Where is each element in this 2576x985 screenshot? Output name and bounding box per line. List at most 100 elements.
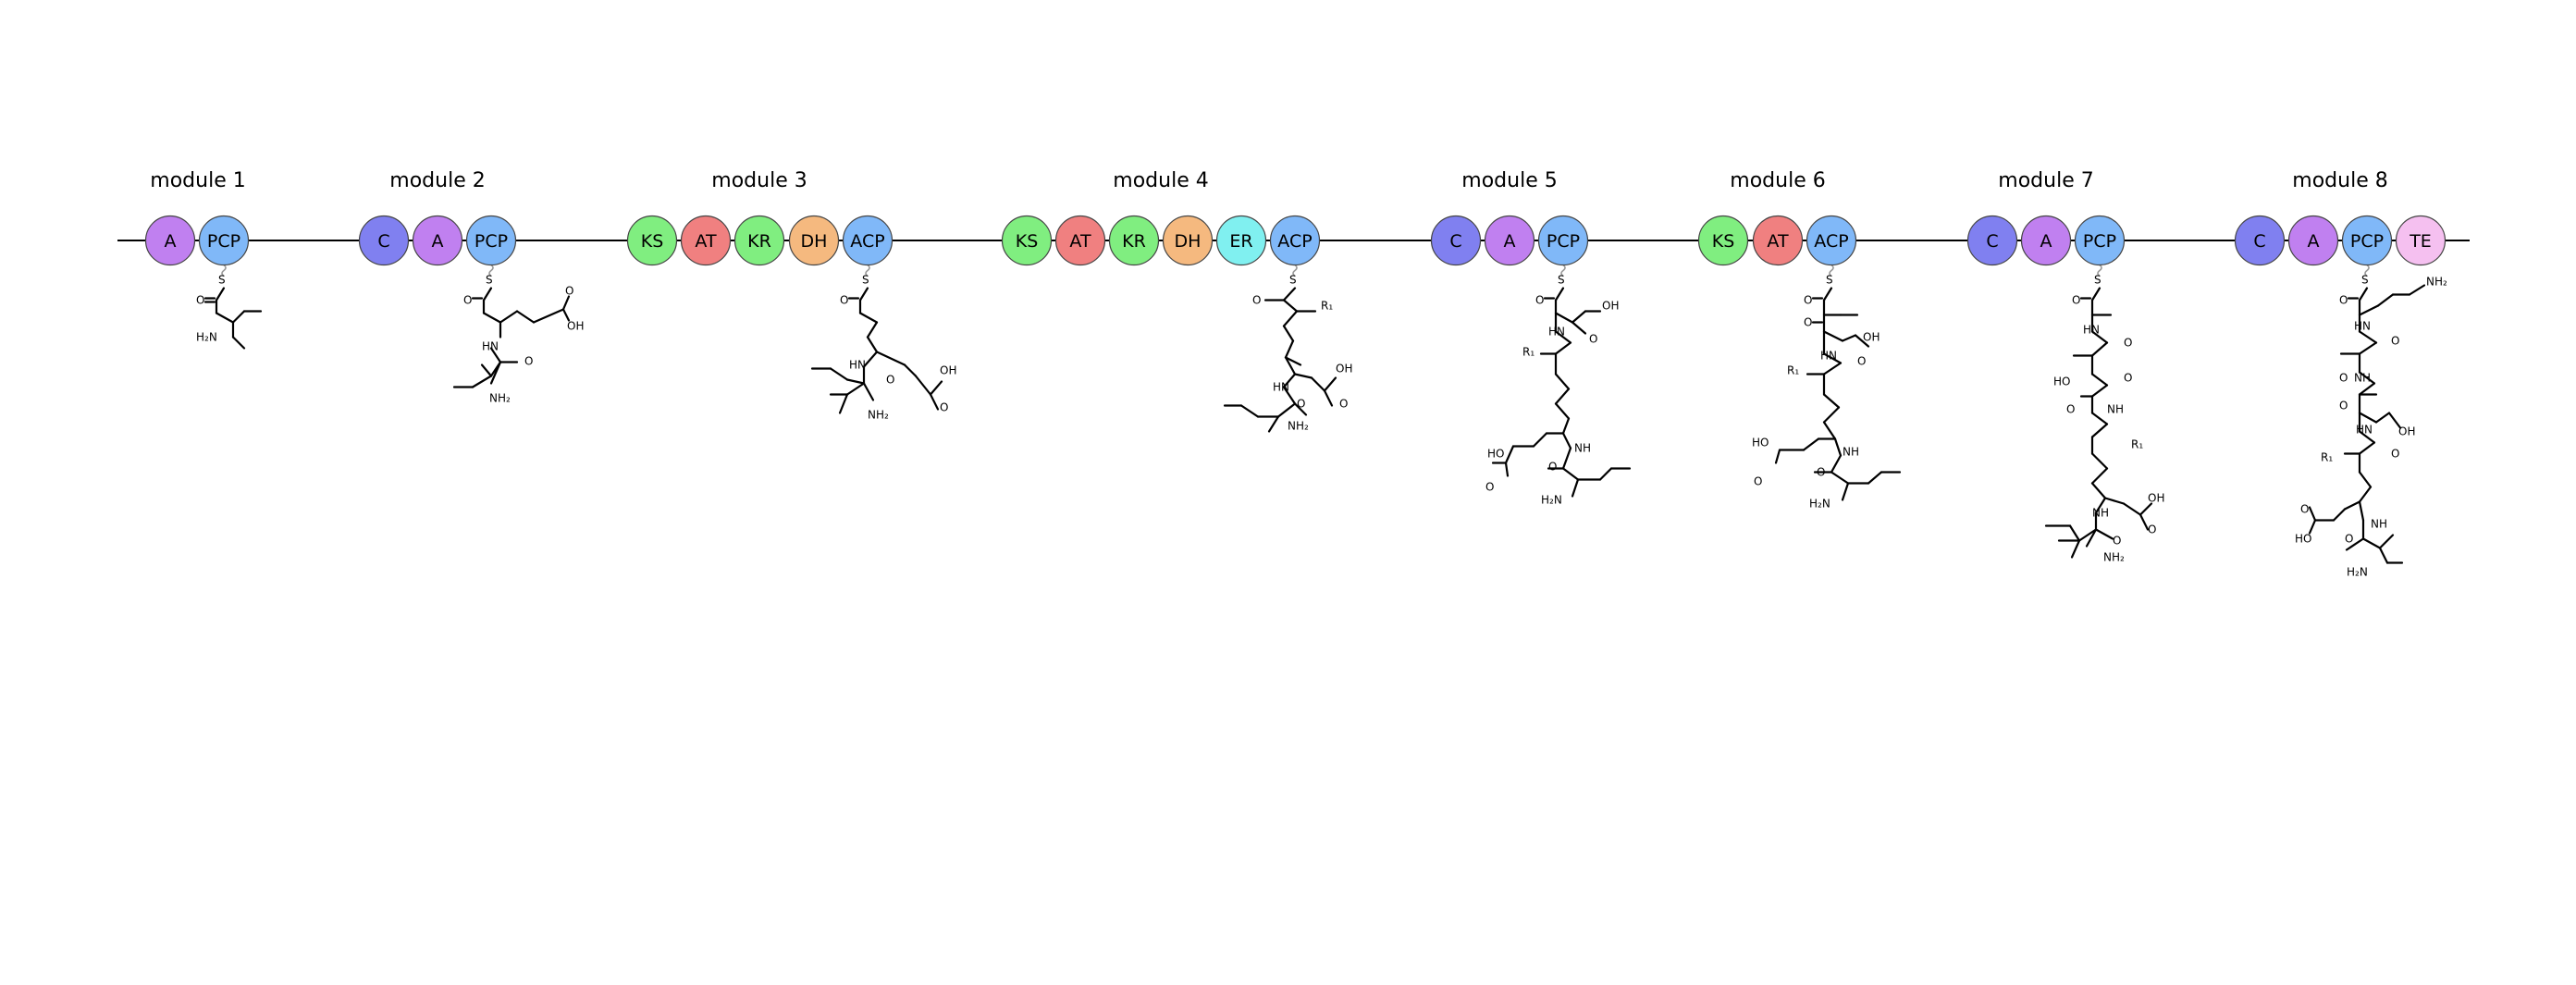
domain-te: TE [2395, 215, 2447, 266]
bond [1282, 325, 1295, 342]
domain-circle [2234, 215, 2286, 266]
bond [845, 382, 866, 396]
domain-a: A [2020, 215, 2072, 266]
bond [1561, 417, 1571, 435]
atom-label: NH₂ [868, 409, 889, 422]
domain-at: AT [680, 215, 732, 266]
bond [1841, 482, 1850, 501]
atom-label: NH [2354, 372, 2371, 385]
module-7: C A PCP [1966, 215, 2126, 266]
domain-circle [465, 215, 517, 266]
bond [1554, 388, 1571, 405]
domain-circle [1484, 215, 1535, 266]
atom-label: O [2300, 503, 2309, 516]
bond [2090, 373, 2109, 387]
atom-label: HN [2356, 424, 2373, 437]
domain-circle [626, 215, 678, 266]
atom-label: OH [1863, 331, 1880, 344]
bond [1854, 334, 1870, 348]
atom-label: O [1297, 398, 1305, 411]
domain-circle [1054, 215, 1106, 266]
bond [561, 308, 571, 322]
bond [2345, 537, 2365, 551]
domain-label: PCP [1547, 231, 1580, 252]
domain-circle [842, 215, 894, 266]
bond [2138, 502, 2153, 516]
domain-label: DH [1175, 231, 1202, 252]
domain-circle [1215, 215, 1267, 266]
atom-label: HN [1273, 381, 1289, 394]
bond [1571, 321, 1587, 335]
bond [2378, 547, 2389, 564]
domain-label: AT [1767, 231, 1789, 252]
atom-label: O [1857, 355, 1866, 368]
atom-label: NH₂ [489, 392, 511, 405]
domain-acp: ACP [842, 215, 894, 266]
bond [2361, 537, 2382, 549]
product-structure-6: O S O OH HN O R₁ HO O NH O H₂N [1752, 274, 1902, 511]
bond [1561, 432, 1572, 449]
bond [1571, 478, 1580, 498]
module-1: A PCP [144, 215, 250, 266]
phosphopantetheine-arm [488, 264, 494, 277]
domain-pcp: PCP [1537, 215, 1589, 266]
bond [2358, 341, 2378, 355]
atom-label: HN [2354, 320, 2371, 333]
bond [1284, 356, 1297, 376]
bond [231, 336, 246, 350]
domain-a: A [144, 215, 196, 266]
domain-label: C [377, 231, 389, 252]
atom-label: H₂N [1809, 498, 1830, 511]
bond [903, 363, 918, 377]
atom-label: OH [1602, 300, 1619, 313]
bond [858, 287, 869, 302]
bond [2358, 304, 2380, 316]
atom-label: NH₂ [2103, 551, 2125, 564]
bond [929, 380, 943, 396]
bond [1284, 339, 1295, 359]
bond [2068, 524, 2081, 542]
domain-label: A [2040, 231, 2052, 252]
phosphopantetheine-arm [221, 264, 227, 277]
bond [1532, 432, 1548, 448]
atom-label: O [2345, 533, 2353, 546]
domain-label: A [1504, 231, 1516, 252]
atom-label: H₂N [196, 331, 217, 344]
bond [1282, 373, 1297, 388]
bond [2378, 534, 2395, 549]
domain-circle [2341, 215, 2393, 266]
atom-label: S [1826, 274, 1833, 287]
product-structure-4: O S R₁ HN OH O O NH₂ [1223, 274, 1352, 433]
domain-at: AT [1054, 215, 1106, 266]
domain-kr: KR [1108, 215, 1160, 266]
domain-circle [733, 215, 785, 266]
bond [1554, 330, 1572, 344]
bond [231, 310, 246, 324]
domain-label: KR [747, 231, 771, 252]
domain-circle [2287, 215, 2339, 266]
atom-label: R₁ [1522, 346, 1535, 359]
bond [2332, 508, 2347, 522]
bond [1822, 352, 1843, 364]
module-label: module 8 [2292, 169, 2387, 192]
domain-label: TE [2409, 231, 2432, 252]
domain-label: ER [1229, 231, 1252, 252]
atom-label: HN [2083, 324, 2100, 337]
domain-pcp: PCP [198, 215, 250, 266]
bond [1830, 471, 1850, 485]
domain-circle [1001, 215, 1053, 266]
product-structure-1: O S H₂N [196, 274, 263, 350]
bond [2374, 412, 2391, 424]
bond [489, 361, 502, 385]
bond [1822, 330, 1844, 342]
bond [1554, 312, 1574, 324]
atom-label: O [1804, 294, 1812, 307]
atom-label: H₂N [2347, 566, 2368, 579]
bond [1323, 376, 1337, 392]
atom-label: NH [2371, 518, 2387, 531]
bond [2090, 452, 2109, 470]
atom-label: OH [2148, 492, 2164, 505]
bond [1239, 404, 1260, 418]
domain-label: C [2253, 231, 2265, 252]
